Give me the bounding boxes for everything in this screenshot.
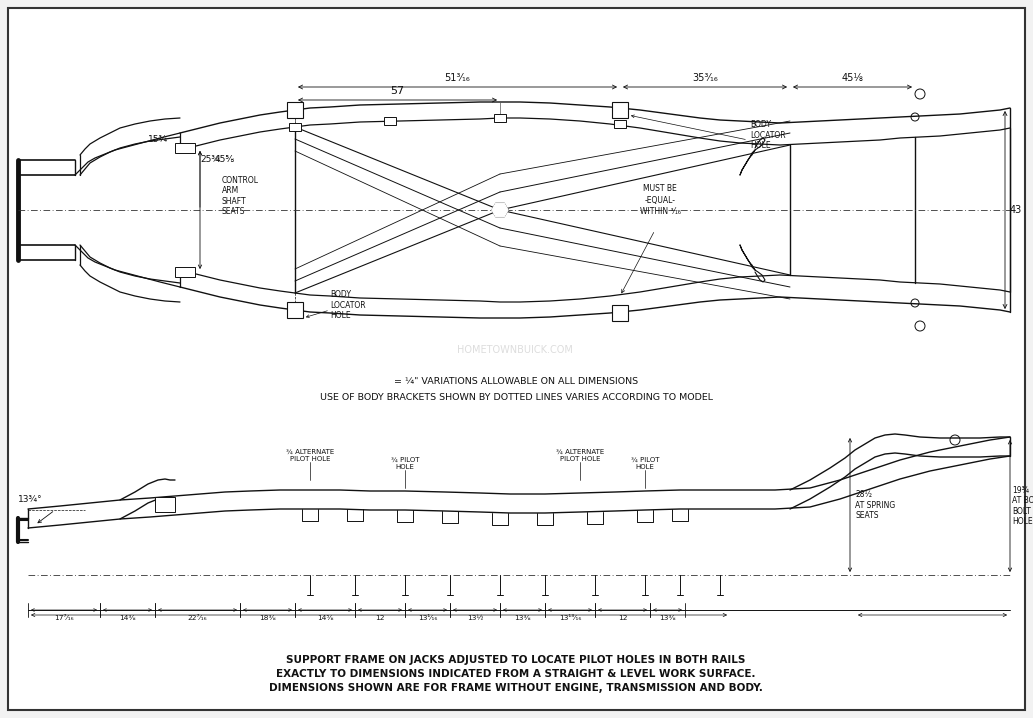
Bar [614, 120, 626, 128]
Text: BODY
LOCATOR
HOLE: BODY LOCATOR HOLE [330, 290, 366, 320]
Bar [175, 143, 195, 153]
Bar [175, 267, 195, 277]
Bar [384, 117, 396, 125]
Text: 28½
AT SPRING
SEATS: 28½ AT SPRING SEATS [855, 490, 896, 520]
Text: 13¹⁄₁₆: 13¹⁄₁₆ [417, 615, 437, 621]
Text: 51³⁄₁₆: 51³⁄₁₆ [444, 73, 470, 83]
Text: 13½: 13½ [467, 615, 483, 621]
Text: CONTROL
ARM
SHAFT
SEATS: CONTROL ARM SHAFT SEATS [222, 176, 259, 216]
Polygon shape [492, 203, 508, 217]
Text: ¾ PILOT
HOLE: ¾ PILOT HOLE [631, 457, 659, 470]
Text: 35³⁄₁₆: 35³⁄₁₆ [692, 73, 718, 83]
Text: 45⅛: 45⅛ [841, 73, 863, 83]
Text: 57: 57 [389, 86, 404, 96]
Text: 13¹³⁄₁₆: 13¹³⁄₁₆ [559, 615, 582, 621]
Text: USE OF BODY BRACKETS SHOWN BY DOTTED LINES VARIES ACCORDING TO MODEL: USE OF BODY BRACKETS SHOWN BY DOTTED LIN… [319, 393, 713, 403]
Text: 17⁷⁄₁₆: 17⁷⁄₁₆ [54, 615, 73, 621]
Text: 13⅜: 13⅜ [514, 615, 531, 621]
Text: 19¾
AT BODY
BOLT
HOLES: 19¾ AT BODY BOLT HOLES [1012, 486, 1033, 526]
Bar [494, 114, 506, 122]
Text: ¾ PILOT
HOLE: ¾ PILOT HOLE [390, 457, 419, 470]
Text: 13¾°: 13¾° [18, 495, 42, 505]
Text: 13⅜: 13⅜ [659, 615, 676, 621]
Text: HOMETOWNBUICK.COM: HOMETOWNBUICK.COM [457, 345, 573, 355]
Text: ¾ ALTERNATE
PILOT HOLE: ¾ ALTERNATE PILOT HOLE [286, 449, 334, 462]
Text: 15¾: 15¾ [148, 136, 168, 144]
Text: BODY
LOCATOR
HOLE: BODY LOCATOR HOLE [750, 120, 786, 150]
Text: 25¾: 25¾ [200, 156, 220, 164]
Text: SUPPORT FRAME ON JACKS ADJUSTED TO LOCATE PILOT HOLES IN BOTH RAILS: SUPPORT FRAME ON JACKS ADJUSTED TO LOCAT… [286, 655, 746, 665]
Text: EXACTLY TO DIMENSIONS INDICATED FROM A STRAIGHT & LEVEL WORK SURFACE.: EXACTLY TO DIMENSIONS INDICATED FROM A S… [276, 669, 756, 679]
Text: 14⅝: 14⅝ [317, 615, 334, 621]
Text: = ¼" VARIATIONS ALLOWABLE ON ALL DIMENSIONS: = ¼" VARIATIONS ALLOWABLE ON ALL DIMENSI… [394, 378, 638, 386]
Text: 45⅝: 45⅝ [215, 156, 236, 164]
Text: MUST BE
-EQUAL-
WITHIN ³⁄₁₆: MUST BE -EQUAL- WITHIN ³⁄₁₆ [639, 185, 681, 215]
Bar [612, 305, 628, 321]
Text: ¾ ALTERNATE
PILOT HOLE: ¾ ALTERNATE PILOT HOLE [556, 449, 604, 462]
Bar [287, 102, 303, 118]
Text: 22⁷⁄₁₆: 22⁷⁄₁₆ [188, 615, 208, 621]
Bar [155, 497, 175, 512]
Bar [287, 302, 303, 318]
Text: 43: 43 [1010, 205, 1023, 215]
Bar [289, 123, 301, 131]
Text: DIMENSIONS SHOWN ARE FOR FRAME WITHOUT ENGINE, TRANSMISSION AND BODY.: DIMENSIONS SHOWN ARE FOR FRAME WITHOUT E… [269, 683, 763, 693]
Text: 18⅜: 18⅜ [259, 615, 276, 621]
Text: 12: 12 [618, 615, 627, 621]
Bar [612, 102, 628, 118]
Text: 12: 12 [375, 615, 384, 621]
Text: 14⅜: 14⅜ [119, 615, 135, 621]
